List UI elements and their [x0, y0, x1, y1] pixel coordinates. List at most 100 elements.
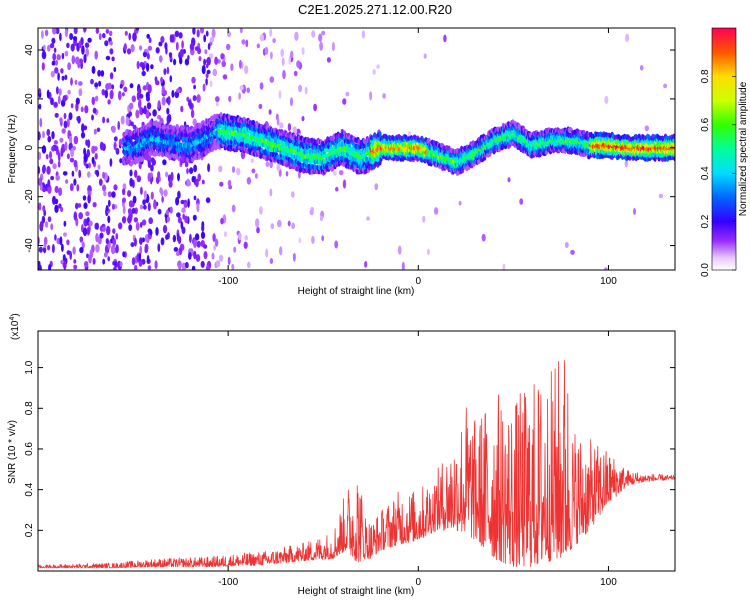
- spectrogram-cell: [136, 91, 140, 101]
- spectrogram-cell: [207, 43, 211, 50]
- spectrogram-cell: [519, 198, 524, 205]
- spectrogram-cell: [192, 95, 197, 102]
- spectrogram-cell: [193, 195, 197, 201]
- spectrogram-cell: [146, 33, 150, 39]
- spectrogram-cell: [152, 109, 157, 117]
- spectrogram-cell: [246, 87, 250, 93]
- spectrogram-cell: [118, 90, 122, 101]
- spectrogram-cell: [296, 60, 301, 68]
- spectrogram-cell: [318, 33, 323, 42]
- spectrogram-cell: [269, 76, 275, 83]
- spectrogram-cell: [43, 44, 46, 51]
- spectrogram-cell: [205, 30, 209, 37]
- spectrogram-cell: [231, 204, 236, 213]
- spectrogram-cell: [254, 173, 258, 179]
- spectrogram-cell: [239, 28, 243, 34]
- spectrogram-cell: [47, 179, 51, 188]
- spectrogram-cell: [110, 244, 116, 255]
- spectrogram-cell: [49, 43, 55, 49]
- spectrogram-cell: [165, 234, 169, 240]
- spectrogram-cell: [104, 89, 109, 99]
- spectrogram-cell: [42, 187, 47, 193]
- spectrogram-cell: [195, 178, 199, 188]
- spectrogram-cell: [68, 112, 73, 121]
- spectrogram-cell: [38, 202, 42, 211]
- spectrogram-cell: [179, 57, 183, 65]
- spectrogram-cell: [422, 215, 426, 223]
- spectrogram-cell: [639, 65, 644, 71]
- spectrogram-cell: [45, 154, 49, 160]
- spectrogram-cell: [55, 175, 60, 181]
- spectrogram-cell: [164, 42, 168, 50]
- spectrogram-cell: [146, 102, 152, 110]
- spectrogram-cell: [107, 256, 110, 262]
- spectrogram-cell: [162, 224, 168, 234]
- spectrogram-cell: [186, 96, 190, 102]
- spectrogram-cell: [151, 158, 156, 166]
- spectrogram-cell: [129, 169, 133, 177]
- spectrogram-cell: [194, 46, 200, 51]
- spectrogram-cell: [227, 179, 232, 187]
- spectrogram-cell: [39, 117, 43, 128]
- spectrogram-cell: [103, 191, 107, 197]
- spectrogram-cell: [144, 246, 148, 254]
- spectrogram-cell: [94, 82, 98, 88]
- spectrogram-cell: [142, 199, 146, 206]
- spectrogram-cell: [321, 30, 326, 36]
- spectrogram-cell: [205, 197, 211, 204]
- spectrogram-cell: [46, 128, 51, 137]
- spectrogram-cell: [52, 243, 55, 254]
- spectrogram-cell: [113, 67, 117, 72]
- spectrogram-cell: [115, 244, 119, 254]
- spectrogram-cell: [78, 81, 83, 86]
- spectrogram-cell: [109, 41, 113, 46]
- spectrogram-cell: [190, 109, 195, 119]
- spectrogram-cell: [369, 91, 373, 101]
- spectrogram-ytick-label: 0: [24, 145, 35, 151]
- spectrogram-cell: [69, 183, 74, 192]
- spectrogram-cell: [269, 188, 273, 197]
- spectrogram-cell: [62, 95, 67, 102]
- spectrogram-cell: [255, 218, 260, 228]
- spectrogram-cell: [96, 222, 99, 230]
- spectrogram-cell: [129, 83, 134, 89]
- spectrogram-cell: [41, 145, 47, 154]
- spectrogram-cell: [95, 28, 100, 34]
- spectrogram-cell: [372, 69, 376, 75]
- spectrogram-cell: [111, 125, 116, 133]
- spectrogram-cell: [122, 92, 125, 97]
- spectrogram-cell: [59, 236, 63, 246]
- spectrogram-cell: [94, 153, 98, 160]
- spectrogram-cell: [109, 48, 114, 55]
- spectrogram-cell: [157, 208, 162, 215]
- spectrogram-cell: [177, 216, 182, 224]
- spectrogram-cell: [189, 167, 194, 175]
- spectrogram-cell: [214, 56, 219, 65]
- spectrogram-cell: [311, 30, 316, 38]
- spectrogram-cell: [96, 127, 101, 133]
- spectrogram-cell: [290, 97, 293, 107]
- spectrogram-cell: [122, 188, 126, 196]
- spectrogram-cell: [633, 208, 636, 215]
- spectrogram-cell: [269, 258, 274, 264]
- spectrogram-cell: [123, 43, 127, 52]
- spectrogram-cell: [53, 140, 59, 145]
- spectrogram-cell: [57, 160, 61, 168]
- spectrogram-cell: [401, 261, 405, 270]
- spectrogram-cell: [38, 177, 42, 186]
- spectrogram-cell: [143, 204, 147, 210]
- spectrogram-cell: [142, 237, 145, 243]
- spectrogram-cell: [51, 37, 56, 44]
- spectrogram-cell: [52, 53, 57, 61]
- spectrogram-cell: [174, 30, 180, 37]
- spectrogram-cell: [155, 227, 159, 236]
- spectrogram-cell: [245, 39, 249, 48]
- spectrogram-cell: [131, 257, 136, 266]
- spectrogram-cell: [201, 221, 205, 228]
- spectrogram-cell: [279, 122, 284, 129]
- spectrogram-cell: [604, 267, 608, 270]
- spectrogram-cell: [38, 246, 43, 253]
- spectrogram-ytick-label: -40: [24, 238, 35, 253]
- spectrogram-cell: [205, 264, 210, 270]
